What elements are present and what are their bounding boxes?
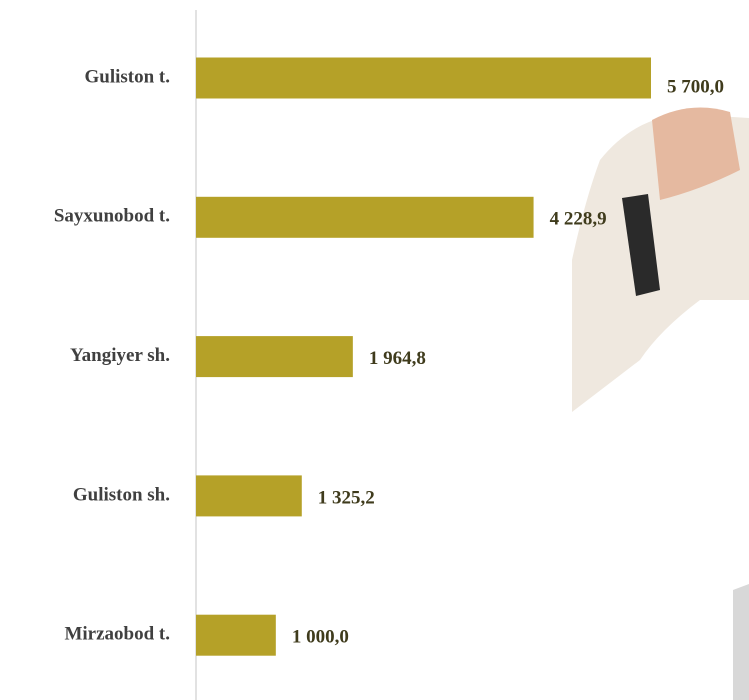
category-label: Mirzaobod t. bbox=[64, 624, 170, 645]
plot-area: Guliston t. 5 700,0 Sayxunobod t. 4 228,9 Ya… bbox=[54, 57, 724, 656]
value-label: 1 964,8 bbox=[369, 348, 426, 369]
bar bbox=[196, 57, 651, 99]
bar bbox=[196, 614, 276, 656]
category-label: Yangiyer sh. bbox=[70, 345, 170, 366]
decorative-photo bbox=[572, 107, 749, 700]
value-label: 1 325,2 bbox=[318, 487, 375, 508]
value-label: 1 000,0 bbox=[292, 627, 349, 648]
value-label: 5 700,0 bbox=[667, 76, 724, 97]
category-label: Guliston t. bbox=[84, 66, 170, 87]
category-label: Guliston sh. bbox=[73, 484, 170, 505]
value-label: 4 228,9 bbox=[550, 209, 607, 230]
bar bbox=[196, 475, 302, 517]
category-label: Sayxunobod t. bbox=[54, 206, 170, 227]
bar bbox=[196, 336, 353, 378]
bar bbox=[196, 196, 534, 238]
